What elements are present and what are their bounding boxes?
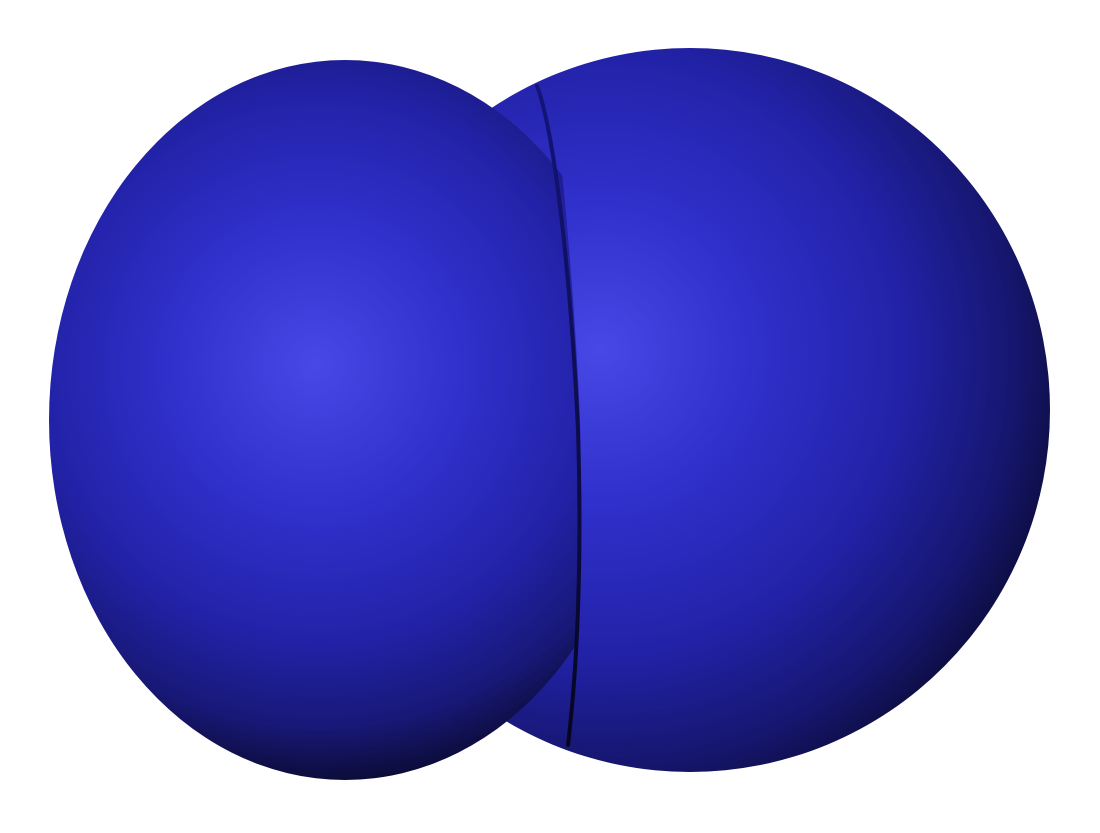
atom-left xyxy=(49,60,581,780)
atom-seam xyxy=(535,84,582,747)
